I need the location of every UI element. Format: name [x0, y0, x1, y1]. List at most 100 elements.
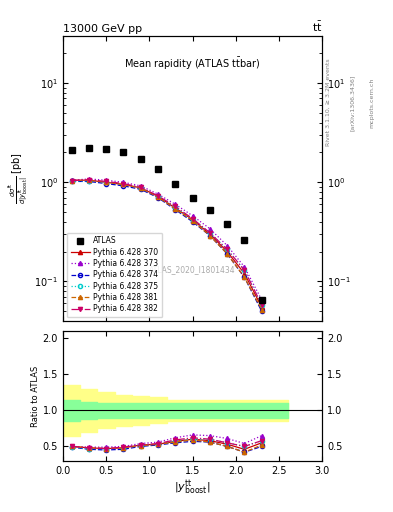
Pythia 6.428 381 — [138, 185, 143, 191]
Pythia 6.428 373 — [69, 177, 74, 183]
Pythia 6.428 373 — [173, 201, 178, 207]
Pythia 6.428 381 — [242, 274, 247, 281]
Pythia 6.428 382 — [173, 203, 178, 209]
Pythia 6.428 375 — [242, 267, 247, 273]
Text: 13000 GeV pp: 13000 GeV pp — [63, 24, 142, 34]
Pythia 6.428 381 — [208, 232, 212, 239]
X-axis label: $|y^{\mathregular{tt}}_{\mathregular{boost}}|$: $|y^{\mathregular{tt}}_{\mathregular{boo… — [174, 478, 211, 497]
ATLAS — [242, 237, 247, 243]
Text: ATLAS_2020_I1801434: ATLAS_2020_I1801434 — [149, 265, 236, 274]
Pythia 6.428 381 — [121, 181, 126, 187]
Pythia 6.428 381 — [173, 206, 178, 212]
ATLAS — [190, 195, 195, 201]
Line: ATLAS: ATLAS — [68, 145, 265, 304]
Pythia 6.428 382 — [69, 178, 74, 184]
Pythia 6.428 370 — [121, 181, 126, 187]
Line: Pythia 6.428 382: Pythia 6.428 382 — [70, 178, 264, 307]
Pythia 6.428 374 — [156, 195, 160, 201]
Pythia 6.428 375 — [138, 185, 143, 191]
Pythia 6.428 374 — [208, 232, 212, 239]
Legend: ATLAS, Pythia 6.428 370, Pythia 6.428 373, Pythia 6.428 374, Pythia 6.428 375, P: ATLAS, Pythia 6.428 370, Pythia 6.428 37… — [67, 232, 162, 317]
Y-axis label: Ratio to ATLAS: Ratio to ATLAS — [31, 366, 40, 426]
Pythia 6.428 381 — [190, 218, 195, 224]
Pythia 6.428 381 — [104, 179, 108, 185]
Text: Rivet 3.1.10, ≥ 3.2M events: Rivet 3.1.10, ≥ 3.2M events — [326, 58, 331, 146]
Pythia 6.428 373 — [190, 212, 195, 219]
Pythia 6.428 382 — [242, 267, 247, 273]
ATLAS — [69, 147, 74, 154]
Pythia 6.428 374 — [242, 274, 247, 281]
Pythia 6.428 382 — [156, 193, 160, 199]
Pythia 6.428 382 — [121, 181, 126, 187]
ATLAS — [121, 150, 126, 156]
Pythia 6.428 373 — [156, 191, 160, 197]
Pythia 6.428 370 — [259, 304, 264, 310]
Pythia 6.428 370 — [138, 185, 143, 191]
Text: $\mathregular{t\bar{t}}$: $\mathregular{t\bar{t}}$ — [312, 19, 322, 34]
Pythia 6.428 375 — [225, 246, 230, 252]
ATLAS — [208, 207, 212, 214]
Pythia 6.428 382 — [190, 216, 195, 222]
Pythia 6.428 375 — [173, 204, 178, 210]
Pythia 6.428 370 — [69, 177, 74, 183]
Line: Pythia 6.428 373: Pythia 6.428 373 — [70, 177, 264, 302]
Pythia 6.428 373 — [242, 264, 247, 270]
Pythia 6.428 381 — [259, 307, 264, 313]
Line: Pythia 6.428 375: Pythia 6.428 375 — [70, 179, 264, 307]
Pythia 6.428 381 — [225, 251, 230, 257]
Pythia 6.428 382 — [225, 246, 230, 252]
Line: Pythia 6.428 370: Pythia 6.428 370 — [70, 178, 264, 309]
Pythia 6.428 373 — [259, 297, 264, 303]
Pythia 6.428 374 — [138, 186, 143, 193]
Pythia 6.428 370 — [104, 179, 108, 185]
Pythia 6.428 374 — [259, 308, 264, 314]
Pythia 6.428 370 — [156, 194, 160, 200]
Pythia 6.428 375 — [121, 181, 126, 187]
Pythia 6.428 370 — [190, 217, 195, 223]
ATLAS — [86, 145, 91, 152]
Pythia 6.428 382 — [138, 184, 143, 190]
Pythia 6.428 375 — [156, 194, 160, 200]
Pythia 6.428 375 — [190, 217, 195, 223]
Pythia 6.428 374 — [190, 219, 195, 225]
Pythia 6.428 375 — [86, 178, 91, 184]
Pythia 6.428 374 — [86, 178, 91, 184]
Line: Pythia 6.428 381: Pythia 6.428 381 — [70, 178, 264, 312]
Pythia 6.428 382 — [86, 177, 91, 183]
Text: Mean rapidity (ATLAS $\mathregular{t\bar{t}}$bar): Mean rapidity (ATLAS $\mathregular{t\bar… — [124, 56, 261, 72]
Pythia 6.428 381 — [86, 177, 91, 183]
Pythia 6.428 374 — [173, 206, 178, 212]
ATLAS — [156, 166, 160, 173]
Text: mcplots.cern.ch: mcplots.cern.ch — [369, 77, 375, 127]
Line: Pythia 6.428 374: Pythia 6.428 374 — [70, 179, 264, 313]
Pythia 6.428 373 — [208, 226, 212, 232]
Pythia 6.428 381 — [69, 178, 74, 184]
Pythia 6.428 374 — [104, 181, 108, 187]
Pythia 6.428 370 — [225, 248, 230, 254]
Pythia 6.428 373 — [225, 243, 230, 249]
Pythia 6.428 382 — [259, 302, 264, 308]
Pythia 6.428 381 — [156, 194, 160, 200]
ATLAS — [173, 181, 178, 187]
Pythia 6.428 375 — [104, 179, 108, 185]
Pythia 6.428 375 — [208, 230, 212, 236]
Y-axis label: $\frac{d\sigma^{\mathregular{tt}}}{d|y^{\mathregular{tt}}_{\mathregular{boost}}|: $\frac{d\sigma^{\mathregular{tt}}}{d|y^{… — [8, 153, 31, 204]
Pythia 6.428 382 — [104, 178, 108, 184]
Pythia 6.428 370 — [173, 205, 178, 211]
Pythia 6.428 374 — [121, 183, 126, 189]
Pythia 6.428 374 — [225, 251, 230, 257]
ATLAS — [259, 297, 264, 303]
ATLAS — [225, 221, 230, 227]
Pythia 6.428 373 — [121, 179, 126, 185]
Pythia 6.428 374 — [69, 178, 74, 184]
Pythia 6.428 375 — [259, 302, 264, 308]
ATLAS — [138, 156, 143, 162]
Text: [arXiv:1306.3436]: [arXiv:1306.3436] — [350, 74, 355, 131]
ATLAS — [104, 146, 108, 153]
Pythia 6.428 375 — [69, 178, 74, 184]
Pythia 6.428 373 — [138, 183, 143, 189]
Pythia 6.428 370 — [86, 177, 91, 183]
Pythia 6.428 370 — [208, 231, 212, 237]
Pythia 6.428 373 — [104, 177, 108, 183]
Pythia 6.428 382 — [208, 230, 212, 236]
